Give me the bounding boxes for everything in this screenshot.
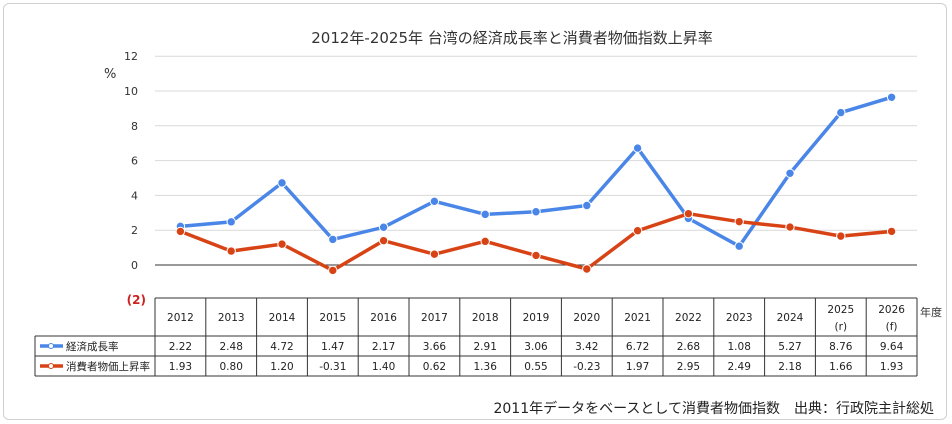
series-line bbox=[178, 95, 894, 248]
data-point bbox=[480, 209, 490, 220]
data-point bbox=[429, 249, 440, 259]
data-table-cell: 9.64 bbox=[880, 341, 904, 353]
legend-entry: 経済成長率 bbox=[66, 340, 119, 353]
data-table-cell: -0.31 bbox=[319, 361, 346, 373]
legend-marker bbox=[48, 363, 54, 369]
data-table-cell: 0.62 bbox=[423, 361, 446, 373]
data-table-cell: 1.93 bbox=[169, 361, 192, 373]
y-tick-label: 12 bbox=[124, 50, 138, 63]
data-table-cell: 0.80 bbox=[220, 361, 243, 373]
x-tick-label: 2020 bbox=[573, 312, 600, 324]
data-point bbox=[328, 234, 338, 245]
data-table-cell: 2.91 bbox=[474, 341, 497, 353]
x-tick-label: 2021 bbox=[624, 312, 651, 324]
x-tick-label: 2019 bbox=[523, 312, 550, 324]
data-point bbox=[836, 107, 846, 118]
data-point bbox=[226, 246, 236, 256]
y-tick-label: 0 bbox=[131, 259, 138, 272]
data-point bbox=[378, 235, 389, 246]
legend-marker bbox=[48, 343, 54, 349]
data-table-cell: 1.36 bbox=[474, 361, 498, 373]
data-table-cell: 2.68 bbox=[677, 341, 700, 353]
data-point bbox=[277, 178, 287, 188]
y-tick-label-negative: (2) bbox=[127, 293, 146, 307]
x-axis-label: 年度 bbox=[920, 305, 942, 319]
x-tick-label: 2017 bbox=[421, 312, 448, 324]
data-table bbox=[34, 297, 918, 377]
x-tick-label: 2018 bbox=[472, 312, 499, 324]
data-table-cell: 3.06 bbox=[524, 341, 548, 353]
x-tick-label: 2025 bbox=[827, 304, 854, 316]
data-point bbox=[582, 200, 592, 211]
data-point bbox=[175, 226, 186, 237]
data-table-cell: 0.55 bbox=[524, 361, 547, 373]
data-table-cell: 2.48 bbox=[220, 341, 243, 353]
chart-frame bbox=[3, 3, 947, 420]
data-point bbox=[582, 264, 592, 274]
data-point bbox=[632, 143, 643, 153]
data-point bbox=[531, 250, 541, 261]
data-table-cell: 1.93 bbox=[880, 361, 903, 373]
data-table-cell: 2.49 bbox=[728, 361, 751, 373]
data-table-cell: 3.66 bbox=[423, 341, 447, 353]
data-table-cell: 4.72 bbox=[270, 341, 293, 353]
data-point bbox=[226, 217, 236, 227]
data-table-cell: 1.66 bbox=[829, 361, 853, 373]
y-tick-label: 8 bbox=[131, 120, 138, 133]
data-table-cell: 2.18 bbox=[778, 361, 801, 373]
y-tick-label: 2 bbox=[131, 224, 138, 237]
x-tick-note: (f) bbox=[886, 321, 898, 333]
x-tick-note: (r) bbox=[835, 321, 848, 333]
data-table-cell: -0.23 bbox=[573, 361, 600, 373]
x-tick-label: 2016 bbox=[370, 312, 397, 324]
data-table-cell: 1.40 bbox=[372, 361, 395, 373]
x-tick-label: 2022 bbox=[675, 312, 702, 324]
x-tick-label: 2026 bbox=[878, 304, 905, 316]
data-point bbox=[734, 216, 744, 227]
x-tick-label: 2014 bbox=[269, 312, 296, 324]
data-table-cell: 5.27 bbox=[778, 341, 801, 353]
data-point bbox=[734, 241, 744, 251]
data-point bbox=[328, 265, 338, 276]
data-point bbox=[632, 226, 643, 236]
data-point bbox=[429, 196, 440, 207]
y-tick-label: 6 bbox=[131, 155, 138, 168]
legend-entry: 消費者物価上昇率 bbox=[66, 360, 150, 373]
x-tick-label: 2013 bbox=[218, 312, 245, 324]
data-point bbox=[886, 92, 897, 102]
data-point bbox=[886, 226, 897, 237]
data-table-cell: 8.76 bbox=[829, 341, 853, 353]
data-point bbox=[785, 168, 795, 179]
data-table-cell: 1.97 bbox=[626, 361, 649, 373]
data-point bbox=[785, 222, 795, 232]
data-table-cell: 1.47 bbox=[321, 341, 344, 353]
x-tick-label: 2015 bbox=[319, 312, 346, 324]
data-table-cell: 2.22 bbox=[169, 341, 192, 353]
data-table-cell: 2.17 bbox=[372, 341, 395, 353]
y-tick-label: 4 bbox=[131, 189, 138, 202]
x-tick-label: 2024 bbox=[777, 312, 804, 324]
data-table-cell: 6.72 bbox=[626, 341, 649, 353]
data-point bbox=[531, 207, 541, 217]
y-axis-label: % bbox=[104, 67, 116, 82]
source-note: 2011年データをベースとして消費者物価指数 出典：行政院主計総処 bbox=[493, 400, 934, 417]
data-point bbox=[480, 236, 490, 247]
chart-title: 2012年-2025年 台湾の経済成長率と消費者物価指数上昇率 bbox=[311, 29, 713, 47]
series-line bbox=[178, 211, 894, 273]
data-table-cell: 1.20 bbox=[270, 361, 293, 373]
x-tick-label: 2012 bbox=[167, 312, 194, 324]
data-table-cell: 2.95 bbox=[677, 361, 700, 373]
data-point bbox=[277, 239, 287, 249]
x-tick-label: 2023 bbox=[726, 312, 753, 324]
data-table-cell: 1.08 bbox=[728, 341, 751, 353]
data-table-cell: 3.42 bbox=[575, 341, 598, 353]
data-point bbox=[836, 231, 846, 241]
y-tick-label: 10 bbox=[124, 85, 138, 98]
data-point bbox=[683, 208, 694, 219]
data-point bbox=[378, 222, 389, 232]
